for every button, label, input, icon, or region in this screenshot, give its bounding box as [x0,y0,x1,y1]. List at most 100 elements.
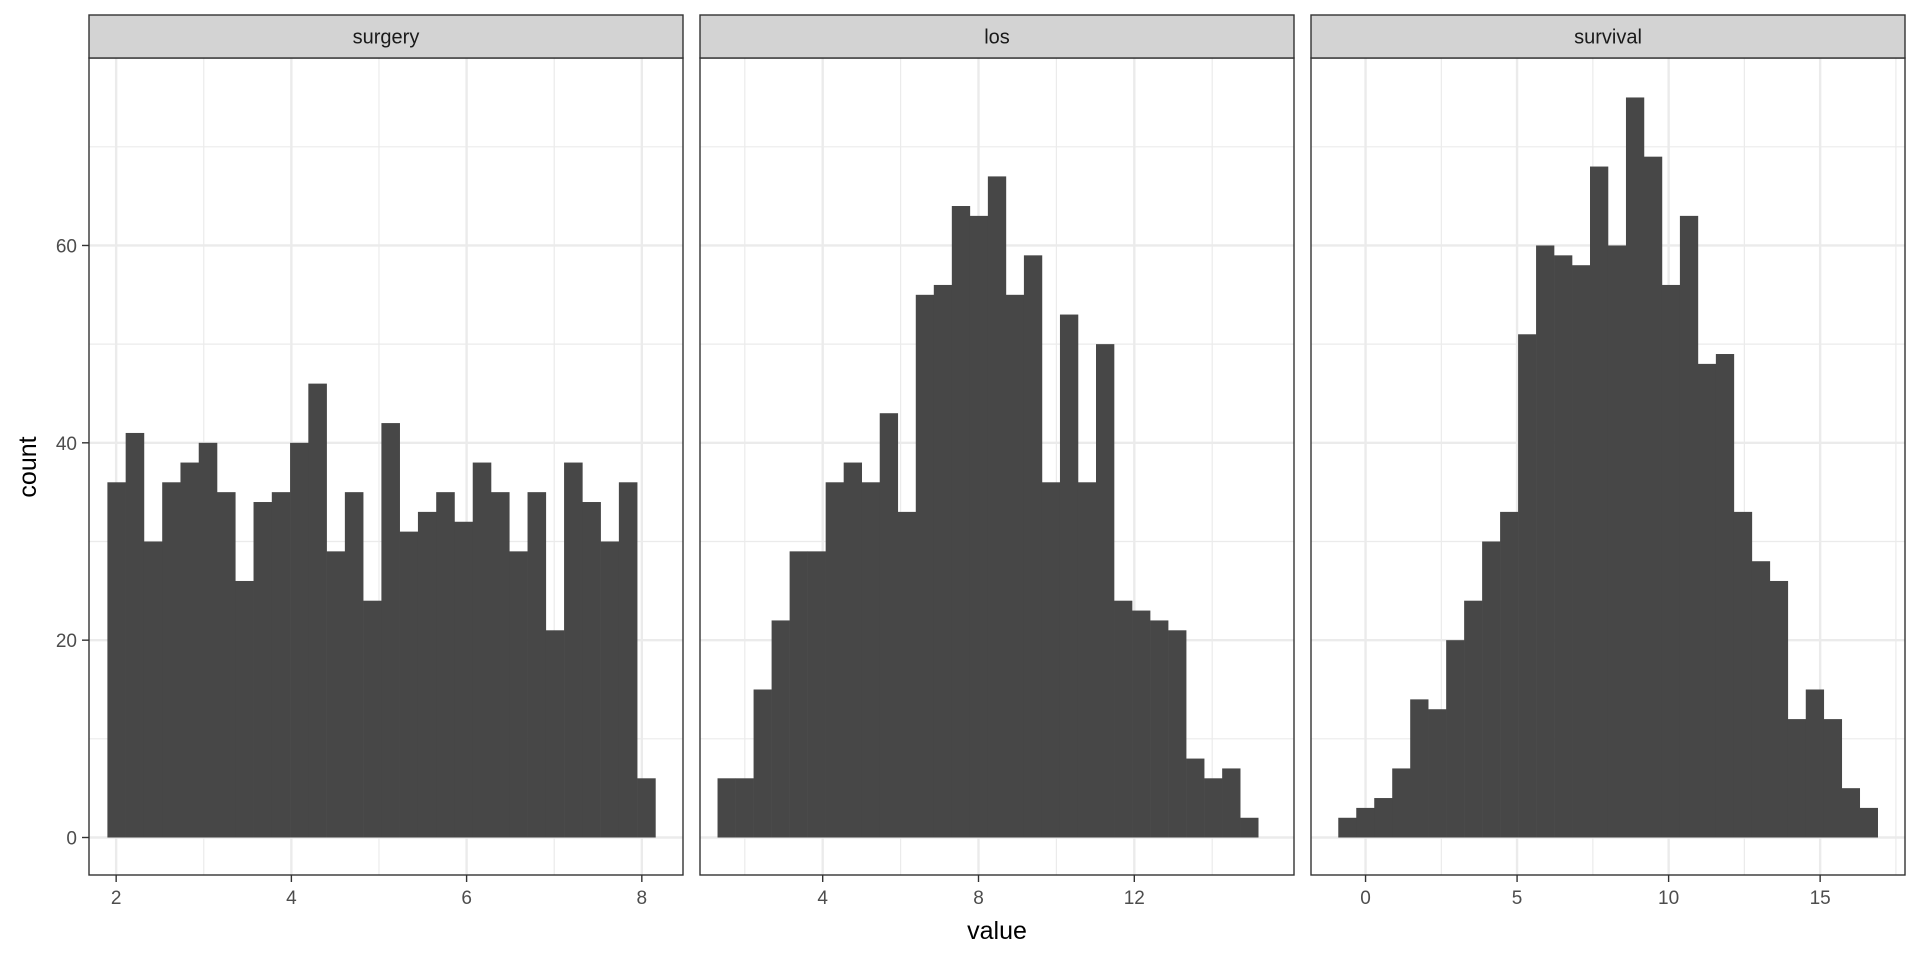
histogram-bar-surgery [162,482,181,838]
histogram-bar-los [897,511,917,838]
histogram-bar-los [1150,620,1169,838]
histogram-bar-survival [1338,817,1357,838]
histogram-bar-surgery [271,492,291,838]
x-axis-title: value [967,917,1027,945]
histogram-bar-surgery [216,492,236,838]
histogram-bar-los [915,294,935,838]
histogram-bar-survival [1805,689,1825,838]
histogram-bar-los [1023,255,1043,838]
histogram-bar-surgery [290,442,309,838]
histogram-bar-los [969,215,989,838]
histogram-bar-survival [1518,334,1537,838]
facet-strip [88,14,684,59]
histogram-bar-surgery [107,482,126,838]
histogram-bar-survival [1500,511,1519,838]
histogram-bar-los [987,176,1007,838]
histogram-bar-survival [1607,245,1627,838]
histogram-bar-survival [1859,807,1878,838]
histogram-bar-los [825,482,844,838]
histogram-bar-surgery [143,541,163,838]
histogram-bar-surgery [417,511,437,838]
histogram-bar-surgery [637,778,656,838]
histogram-bar-surgery [527,492,547,838]
histogram-bar-survival [1823,719,1843,838]
histogram-bar-survival [1661,284,1681,838]
histogram-bar-survival [1428,709,1447,838]
histogram-bar-surgery [363,600,382,838]
histogram-bar-los [717,778,736,838]
histogram-bar-surgery [472,462,492,838]
x-tick-label: 8 [637,888,648,909]
facet-strip-label: surgery [353,27,420,49]
histogram-bar-survival [1392,768,1411,838]
histogram-bar-survival [1769,580,1789,838]
histogram-bar-survival [1572,265,1591,838]
histogram-bar-surgery [198,442,218,838]
facet-strip [699,14,1295,59]
histogram-bar-los [807,551,826,838]
histogram-bar-surgery [454,521,474,838]
histogram-bar-los [735,778,754,838]
histogram-bar-los [771,620,790,838]
histogram-bar-los [1096,344,1115,838]
y-axis-title: count [14,436,42,497]
facet-strip-label: survival [1574,27,1642,49]
histogram-bar-surgery [491,492,510,838]
histogram-bar-los [1240,817,1259,838]
histogram-bar-survival [1625,97,1645,838]
histogram-bar-survival [1697,363,1717,838]
x-tick-label: 12 [1124,888,1145,909]
histogram-bar-los [1204,778,1223,838]
histogram-bar-surgery [253,502,273,838]
x-tick-label: 8 [973,888,984,909]
histogram-bar-los [789,551,808,838]
histogram-bar-los [843,462,863,838]
y-tick-label: 20 [56,631,77,652]
x-tick-label: 15 [1810,888,1831,909]
histogram-bar-survival [1590,166,1609,838]
histogram-bar-los [1222,768,1241,838]
histogram-bar-survival [1482,541,1501,838]
histogram-bar-surgery [381,423,400,838]
histogram-bar-los [753,689,772,838]
y-tick-label: 40 [56,434,77,455]
x-tick-label: 4 [286,888,297,909]
histogram-bar-los [1168,630,1187,838]
histogram-bar-survival [1446,640,1465,838]
facet-strip-label: los [984,27,1010,49]
histogram-bar-survival [1787,719,1807,838]
histogram-bar-los [1114,600,1133,838]
histogram-bar-survival [1715,354,1735,838]
histogram-bar-survival [1374,798,1393,838]
y-tick-label: 0 [66,829,77,850]
x-tick-label: 10 [1658,888,1679,909]
histogram-bar-survival [1536,245,1555,838]
histogram-bar-survival [1356,807,1375,838]
histogram-bar-surgery [344,492,364,838]
histogram-bar-los [879,413,899,838]
x-tick-label: 0 [1360,888,1371,909]
x-tick-label: 5 [1512,888,1523,909]
histogram-bar-los [951,206,971,838]
histogram-bar-surgery [436,492,455,838]
histogram-bar-los [861,482,881,838]
histogram-bar-surgery [125,432,145,838]
histogram-bar-surgery [582,502,601,838]
histogram-bar-surgery [235,580,254,838]
histogram-bar-survival [1679,215,1699,838]
histogram-bar-surgery [308,383,327,838]
histogram-bar-survival [1554,255,1573,838]
histogram-bar-los [1132,610,1151,838]
histogram-bar-los [933,284,953,838]
histogram-bar-los [1077,482,1097,838]
histogram-bar-los [1186,758,1205,838]
histogram-bar-surgery [545,630,565,838]
histogram-bar-surgery [180,462,200,838]
histogram-bar-survival [1751,561,1771,838]
x-tick-label: 2 [111,888,122,909]
histogram-bar-los [1005,294,1025,838]
histogram-bar-survival [1464,600,1483,838]
facet-strip [1310,14,1906,59]
